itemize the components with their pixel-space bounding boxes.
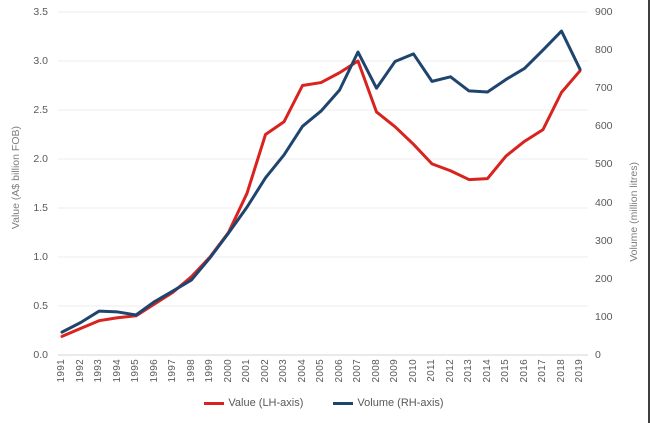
right-axis-tick-label: 100	[595, 310, 613, 323]
volume-series-swatch	[333, 401, 354, 405]
x-axis-tick-label: 1994	[111, 359, 123, 383]
x-axis-tick-label: 1999	[204, 359, 215, 383]
right-axis-tick-label: 600	[595, 120, 613, 133]
right-axis-tick-label: 200	[595, 272, 613, 285]
left-axis-tick-label: 1.5	[33, 202, 48, 214]
legend-item-value: Value (LH-axis)	[204, 397, 303, 409]
x-axis-tick-label: 2019	[574, 359, 585, 383]
x-axis-tick-label: 1992	[74, 359, 86, 383]
left-axis-tick-label: 3.5	[33, 6, 48, 18]
x-axis-tick-label: 2012	[444, 359, 456, 383]
x-axis-tick-label: 1997	[167, 359, 178, 383]
x-axis-tick-label: 2010	[407, 359, 419, 383]
value-series-label: Value (LH-axis)	[228, 397, 304, 409]
x-axis-tick-label: 1993	[93, 359, 104, 383]
x-axis-tick-label: 2009	[389, 359, 400, 383]
x-axis-tick-label: 2008	[370, 359, 382, 383]
x-axis-tick-label: 2017	[537, 359, 548, 383]
right-axis-tick-label: 400	[595, 196, 613, 209]
value-series-swatch	[204, 401, 225, 405]
chart-legend: Value (LH-axis) Volume (RH-axis)	[0, 397, 648, 409]
x-axis-tick-label: 1998	[185, 359, 197, 383]
right-axis-tick-label: 800	[595, 44, 613, 57]
x-axis-tick-label: 2001	[241, 359, 252, 383]
value-series-line	[60, 59, 582, 338]
x-axis-tick-label: 2016	[518, 359, 530, 383]
x-axis-tick-label: 2004	[296, 359, 308, 383]
x-axis-tick-label: 2013	[463, 359, 474, 383]
left-axis-tick-label: 3.0	[33, 55, 48, 67]
right-axis-tick-label: 0	[595, 349, 601, 361]
right-axis-tick-label: 300	[595, 234, 613, 247]
left-axis-tick-label: 0.0	[33, 349, 48, 361]
x-axis-tick-label: 2005	[315, 359, 326, 383]
x-axis-tick-label: 2007	[352, 359, 363, 383]
left-axis-tick-label: 2.0	[33, 153, 48, 165]
x-axis-tick-label: 1996	[148, 359, 160, 383]
x-axis-tick-label: 2014	[481, 359, 493, 383]
left-axis-tick-label: 2.5	[33, 104, 48, 116]
x-axis-tick-label: 2000	[222, 359, 234, 383]
right-axis-tick-label: 900	[595, 6, 613, 18]
left-axis-tick-label: 1.0	[33, 251, 48, 263]
x-axis-tick-label: 2003	[278, 359, 289, 383]
left-axis-tick-label: 0.5	[33, 300, 48, 312]
x-axis-tick-label: 1995	[130, 359, 141, 383]
volume-series-label: Volume (RH-axis)	[357, 397, 444, 409]
x-axis-tick-label: 2006	[333, 359, 345, 383]
volume-series-line	[60, 29, 582, 334]
x-axis-tick-label: 1991	[56, 359, 67, 383]
x-axis-tick-label: 2015	[500, 359, 511, 383]
x-axis-tick-label: 2011	[426, 359, 437, 382]
x-axis-tick-label: 2018	[555, 359, 567, 383]
right-axis-tick-label: 700	[595, 82, 613, 95]
x-axis-tick-label: 2002	[259, 359, 271, 383]
legend-item-volume: Volume (RH-axis)	[333, 397, 444, 409]
right-axis-tick-label: 500	[595, 158, 613, 171]
